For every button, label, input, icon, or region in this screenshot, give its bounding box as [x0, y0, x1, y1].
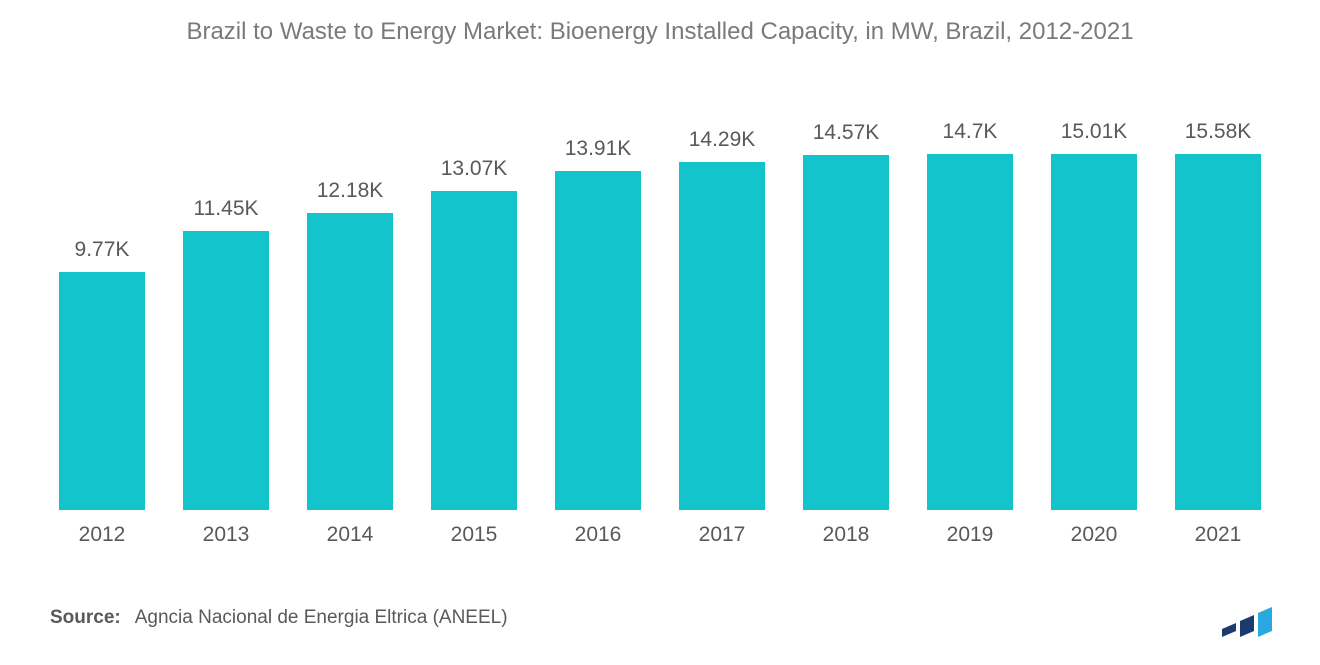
bar-value-label: 14.7K	[943, 120, 998, 144]
bar-value-label: 15.01K	[1061, 120, 1128, 144]
bar-value-label: 13.07K	[441, 157, 508, 181]
bar	[1175, 154, 1262, 510]
bar	[307, 213, 394, 510]
bar-group: 11.45K	[164, 120, 288, 510]
x-axis-label: 2018	[784, 523, 908, 547]
x-axis: 2012201320142015201620172018201920202021	[40, 523, 1280, 547]
bar	[431, 191, 518, 510]
publisher-logo	[1220, 605, 1278, 637]
bar-value-label: 14.57K	[813, 121, 880, 145]
bar-value-label: 13.91K	[565, 137, 632, 161]
bar-value-label: 12.18K	[317, 179, 384, 203]
source-label: Source:	[50, 607, 121, 629]
x-axis-label: 2013	[164, 523, 288, 547]
x-axis-label: 2014	[288, 523, 412, 547]
bar	[927, 154, 1014, 510]
bar	[59, 272, 146, 510]
bar	[679, 162, 766, 510]
x-axis-label: 2012	[40, 523, 164, 547]
x-axis-label: 2017	[660, 523, 784, 547]
bar-group: 12.18K	[288, 120, 412, 510]
bar-value-label: 14.29K	[689, 128, 756, 152]
x-axis-label: 2019	[908, 523, 1032, 547]
bar	[555, 171, 642, 510]
x-axis-label: 2016	[536, 523, 660, 547]
x-axis-label: 2015	[412, 523, 536, 547]
bar-group: 13.07K	[412, 120, 536, 510]
bar-group: 14.29K	[660, 120, 784, 510]
source-text: Agncia Nacional de Energia Eltrica (ANEE…	[135, 607, 508, 629]
bar-value-label: 9.77K	[75, 238, 130, 262]
bar-value-label: 15.58K	[1185, 120, 1252, 144]
bar-group: 13.91K	[536, 120, 660, 510]
x-axis-label: 2021	[1156, 523, 1280, 547]
chart-title: Brazil to Waste to Energy Market: Bioene…	[40, 18, 1280, 46]
chart-plot-area: 9.77K 11.45K 12.18K 13.07K 13.91K 14.29K 14.57…	[40, 120, 1280, 510]
bar-group: 14.7K	[908, 120, 1032, 510]
logo-icon	[1220, 605, 1278, 637]
source-row: Source: Agncia Nacional de Energia Eltri…	[50, 607, 508, 629]
bar-value-label: 11.45K	[194, 197, 259, 221]
bar	[803, 155, 890, 510]
bar-group: 9.77K	[40, 120, 164, 510]
bar-group: 14.57K	[784, 120, 908, 510]
x-axis-label: 2020	[1032, 523, 1156, 547]
bar-group: 15.58K	[1156, 120, 1280, 510]
bar-group: 15.01K	[1032, 120, 1156, 510]
bar	[183, 231, 270, 510]
bar	[1051, 154, 1138, 510]
